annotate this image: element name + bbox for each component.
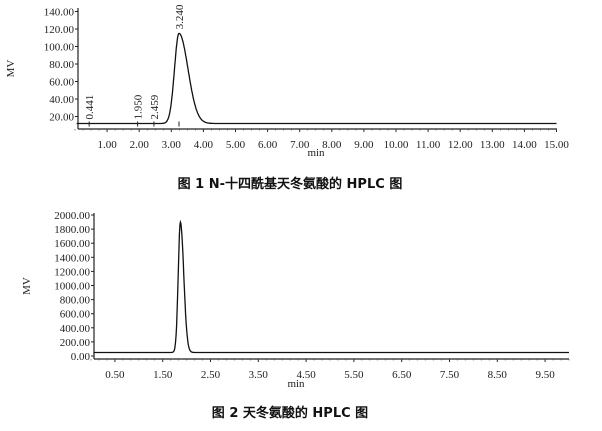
y-tick-label: 0.00 (71, 351, 91, 363)
x-tick-label: 12.00 (448, 139, 473, 151)
peak-label: 3.240 (174, 4, 186, 29)
y-axis-label: MV (21, 277, 33, 295)
x-tick-label: 5.50 (344, 369, 364, 381)
x-tick-label: 3.00 (162, 139, 182, 151)
y-axis-label: MV (5, 60, 17, 78)
chart-1-hplc-n-tetradecanoyl-aspartic-acid: 20.00 40.00 60.00 80.00 100.00 120.00 140.00 1.… (5, 4, 569, 159)
chart-1-caption: 图 1 N-十四酰基天冬氨酸的 HPLC 图 (178, 176, 403, 192)
x-tick-label: 6.00 (258, 139, 278, 151)
x-tick-label: 14.00 (512, 139, 537, 151)
chart-2-hplc-aspartic-acid: 0.00 200.00 400.00 600.00 800.00 1000.00 1200.… (21, 210, 570, 390)
y-tick-label: 40.00 (49, 94, 74, 106)
chromatogram-trace (93, 219, 569, 354)
y-tick-label: 60.00 (49, 77, 74, 89)
x-tick-label: 4.00 (194, 139, 214, 151)
y-tick-label: 140.00 (44, 7, 75, 19)
y-tick-label: 800.00 (60, 295, 91, 307)
x-tick-label: 11.00 (416, 139, 441, 151)
peak-label: 0.441 (84, 95, 96, 120)
x-tick-label: 2.50 (201, 369, 221, 381)
y-tick-label: 1800.00 (54, 224, 90, 236)
x-tick-label: 15.00 (544, 139, 569, 151)
x-tick-label: 1.00 (97, 139, 117, 151)
y-tick-label: 1600.00 (54, 238, 90, 250)
x-tick-label: 1.50 (153, 369, 173, 381)
x-tick-label: 6.50 (392, 369, 412, 381)
x-tick-label: 13.00 (480, 139, 505, 151)
chart-2-caption: 图 2 天冬氨酸的 HPLC 图 (212, 405, 368, 421)
x-tick-label: 7.00 (290, 139, 310, 151)
y-tick-label: 1400.00 (54, 252, 90, 264)
peak-label: 1.950 (133, 94, 145, 119)
chromatogram-trace (76, 32, 557, 125)
x-tick-label: 7.50 (440, 369, 460, 381)
x-tick-label: 4.50 (296, 369, 316, 381)
x-tick-label: 8.50 (488, 369, 508, 381)
y-tick-label: 1000.00 (54, 281, 90, 293)
y-tick-label: 80.00 (49, 59, 74, 71)
y-tick-label: 20.00 (49, 112, 74, 124)
x-tick-label: 3.50 (249, 369, 269, 381)
y-tick-label: 100.00 (44, 42, 75, 54)
x-tick-label: 8.00 (322, 139, 342, 151)
x-tick-label: 0.50 (105, 369, 125, 381)
y-tick-label: 1200.00 (54, 266, 90, 278)
x-tick-label: 2.00 (130, 139, 150, 151)
y-tick-label: 120.00 (44, 24, 75, 36)
x-tick-label: 5.00 (226, 139, 246, 151)
y-tick-label: 2000.00 (54, 210, 90, 222)
y-tick-label: 200.00 (60, 337, 91, 349)
x-axis-label: min (287, 378, 305, 390)
x-tick-label: 10.00 (384, 139, 409, 151)
peak-label: 2.459 (149, 94, 161, 119)
x-tick-label: 9.00 (354, 139, 374, 151)
y-tick-label: 600.00 (60, 309, 91, 321)
x-tick-label: 9.50 (535, 369, 555, 381)
x-axis-label: min (307, 147, 325, 159)
y-tick-label: 400.00 (60, 323, 91, 335)
